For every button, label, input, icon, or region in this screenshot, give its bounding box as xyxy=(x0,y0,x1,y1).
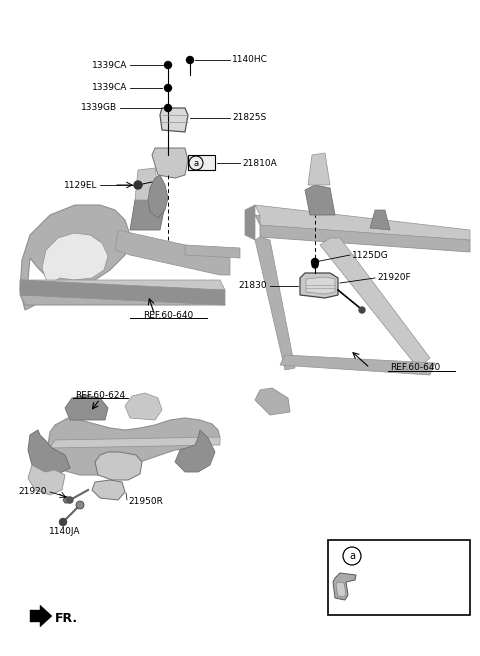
Polygon shape xyxy=(92,480,125,500)
Polygon shape xyxy=(148,175,168,218)
Circle shape xyxy=(359,307,365,313)
Text: 21920: 21920 xyxy=(19,487,47,497)
Polygon shape xyxy=(255,388,290,415)
Polygon shape xyxy=(135,168,160,200)
Polygon shape xyxy=(28,465,65,495)
Polygon shape xyxy=(255,205,470,240)
Polygon shape xyxy=(130,195,165,230)
Text: 21810A: 21810A xyxy=(242,159,277,167)
Polygon shape xyxy=(308,153,330,185)
Polygon shape xyxy=(255,237,295,370)
Circle shape xyxy=(165,62,171,68)
Polygon shape xyxy=(152,148,188,178)
Polygon shape xyxy=(245,205,255,240)
Polygon shape xyxy=(20,280,225,305)
Polygon shape xyxy=(370,210,390,230)
Text: 21950R: 21950R xyxy=(128,497,163,506)
Circle shape xyxy=(134,181,142,189)
Polygon shape xyxy=(336,582,346,597)
Polygon shape xyxy=(125,393,162,420)
Text: 1140JA: 1140JA xyxy=(49,527,81,537)
Text: FR.: FR. xyxy=(55,611,78,625)
Text: 1339CA: 1339CA xyxy=(92,60,127,70)
Text: a: a xyxy=(349,551,355,561)
Polygon shape xyxy=(188,155,215,170)
Circle shape xyxy=(312,258,319,266)
Polygon shape xyxy=(306,277,335,294)
Text: 21920F: 21920F xyxy=(377,274,410,283)
Polygon shape xyxy=(42,233,108,285)
Polygon shape xyxy=(50,437,220,448)
Text: REF.60-624: REF.60-624 xyxy=(75,390,125,400)
Polygon shape xyxy=(30,605,52,627)
Polygon shape xyxy=(20,205,130,310)
Polygon shape xyxy=(20,295,225,305)
Circle shape xyxy=(187,56,193,64)
Circle shape xyxy=(165,85,171,91)
Polygon shape xyxy=(280,355,435,375)
Text: 1339CA: 1339CA xyxy=(92,83,127,92)
Text: REF.60-640: REF.60-640 xyxy=(390,363,440,373)
Text: 1125DG: 1125DG xyxy=(352,251,389,260)
Polygon shape xyxy=(300,273,338,298)
Text: a: a xyxy=(193,159,199,167)
Polygon shape xyxy=(65,395,108,420)
Circle shape xyxy=(76,501,84,509)
Text: 21819B: 21819B xyxy=(370,551,410,561)
Polygon shape xyxy=(255,215,470,252)
Polygon shape xyxy=(175,430,215,472)
Polygon shape xyxy=(115,230,230,275)
Circle shape xyxy=(67,497,73,503)
Text: 1339GB: 1339GB xyxy=(81,104,117,112)
Polygon shape xyxy=(305,185,335,215)
Text: 21825S: 21825S xyxy=(232,113,266,123)
Circle shape xyxy=(312,262,318,268)
Polygon shape xyxy=(185,245,240,258)
Text: 21830: 21830 xyxy=(239,281,267,291)
Polygon shape xyxy=(20,280,225,290)
Polygon shape xyxy=(63,497,72,503)
Text: REF.60-640: REF.60-640 xyxy=(143,312,193,321)
Text: 1140HC: 1140HC xyxy=(232,56,268,64)
Polygon shape xyxy=(320,238,430,368)
Circle shape xyxy=(165,104,171,112)
Polygon shape xyxy=(48,418,220,475)
Circle shape xyxy=(60,518,67,525)
Polygon shape xyxy=(333,573,356,600)
Polygon shape xyxy=(95,452,142,480)
Polygon shape xyxy=(28,430,70,473)
FancyBboxPatch shape xyxy=(328,540,470,615)
Polygon shape xyxy=(160,108,188,132)
Text: 1129EL: 1129EL xyxy=(63,180,97,190)
